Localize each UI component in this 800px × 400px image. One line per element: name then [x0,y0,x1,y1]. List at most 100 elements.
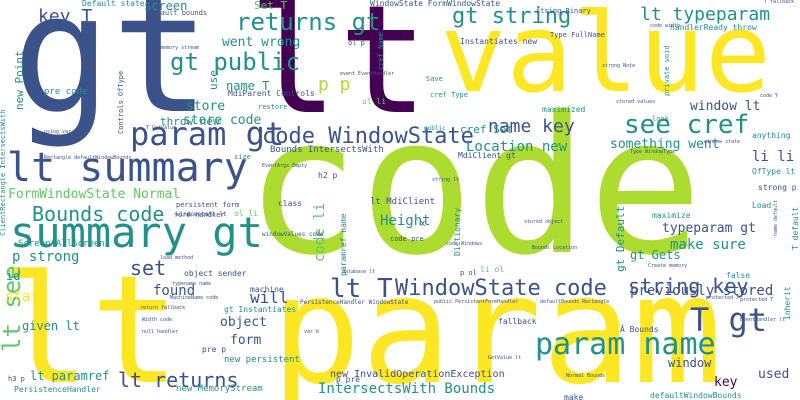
cloud-word: Load [752,201,772,210]
cloud-word: name default [773,199,779,236]
cloud-word: var b [304,329,320,335]
cloud-word: ul li [362,97,387,106]
cloud-word: new Point [13,50,26,110]
cloud-word: form [230,333,262,348]
cloud-word: Binary [287,316,300,356]
cloud-word: window lt [690,99,761,114]
cloud-word: li li [752,149,795,165]
cloud-word: summary gt [10,208,263,257]
cloud-word: x [420,219,426,229]
cloud-word: anything [752,131,791,140]
cloud-word: string lt [432,177,460,183]
cloud-word: EventHandler lt [740,317,786,323]
cloud-word: code width [650,23,681,29]
cloud-word: protected T [740,297,774,303]
cloud-word: code WindowState [262,124,474,149]
cloud-word: id [6,269,21,283]
cloud-word: state [5,289,48,305]
cloud-word: h2 p [318,171,338,180]
cloud-word: will [250,288,289,307]
cloud-word: cref Set [460,123,513,136]
cloud-word: screen [144,0,188,13]
cloud-word: ol li [234,209,259,218]
cloud-word: cref Type [430,91,468,99]
cloud-word: previously stored [630,283,774,299]
cloud-word: make sure [670,237,746,253]
cloud-word: handlerReady throw [670,23,757,32]
cloud-word: returns gt [236,8,381,36]
cloud-word: Bounds code [32,202,165,226]
cloud-word: IntersectsWith Bounds [318,381,496,397]
cloud-word: Default bounds [148,9,208,17]
cloud-word: Controls OfType [117,70,125,134]
cloud-word: new MemoryStream [176,384,263,394]
cloud-word: inherit [783,286,792,320]
cloud-word: window state [704,139,741,145]
cloud-word: lt param [0,244,723,400]
cloud-word: Type FullName [550,31,605,39]
cloud-word: key T [38,6,93,27]
cloud-word: T GetValue [146,125,177,131]
cloud-word: fallback [498,317,537,326]
cloud-word: gt string [452,4,572,29]
cloud-word: cref Name [377,32,385,70]
cloud-word: WindowState code [395,276,607,301]
cloud-word: used [758,367,790,382]
cloud-word: Bounds IntersectsWith [270,145,384,155]
cloud-word: make [564,393,584,400]
cloud-word: use [207,70,220,90]
cloud-word: event EventHandler [340,71,395,77]
cloud-word: Normal Bounds [566,373,606,379]
cloud-word: class [278,199,303,208]
cloud-word: code pre [390,235,424,243]
cloud-word: window [668,356,712,370]
cloud-word: gt Instantiates [224,305,297,314]
cloud-word: null handler [142,329,179,335]
cloud-word: store [186,99,226,114]
cloud-word: load method [160,255,194,261]
cloud-word: name T [226,79,270,93]
cloud-word: return fallback [140,305,186,311]
cloud-word: lt MdiClient [370,197,436,207]
cloud-word: ol p [348,39,365,47]
cloud-word: Save [426,75,443,83]
cloud-word: strong p [758,183,797,192]
cloud-word: FormWindowState Normal [8,187,181,202]
cloud-word: Location new [466,139,568,155]
cloud-word: string Binary [536,7,591,15]
cloud-word: MdiParent Controls [228,89,315,98]
cloud-word: key [714,375,738,390]
cloud-word: Â Bounds [620,325,659,334]
cloud-word: gt public [170,48,301,76]
cloud-word: T default [791,206,800,250]
cloud-word: value [440,0,772,117]
cloud-word: PersistenceHandler [14,385,101,394]
cloud-word: lt summary [7,145,248,191]
cloud-word: T gt [690,301,768,339]
cloud-word: new persistent [224,355,300,365]
cloud-word: p p [318,74,351,95]
cloud-word: typename name [172,281,212,287]
cloud-word: Default state [82,0,145,8]
cloud-word: Height [380,213,431,229]
cloud-word: string key [628,274,749,298]
cloud-word: windowstate lt [176,211,227,218]
cloud-word: defaultBounds Rectangle [540,299,610,305]
cloud-word: h3 p [8,375,25,383]
cloud-word: size [234,153,251,161]
cloud-word: memory stream [160,45,200,51]
cloud-word: maximize [652,211,691,220]
cloud-word: gt [12,0,211,150]
cloud-word: lt paramref [30,369,110,383]
cloud-word: GetValue lt [488,355,522,361]
cloud-word: Rectangle defaultWindowBounds [44,155,132,161]
cloud-word: throw new [160,115,220,128]
cloud-word: name key [488,116,575,137]
cloud-word: param gt [130,115,285,153]
cloud-word: Type WindowType [630,149,676,155]
cloud-word: EventArgs Empty [262,163,308,169]
cloud-word: public [424,125,446,132]
cloud-word: code Windows [446,241,483,247]
cloud-word: pre code [44,87,88,97]
